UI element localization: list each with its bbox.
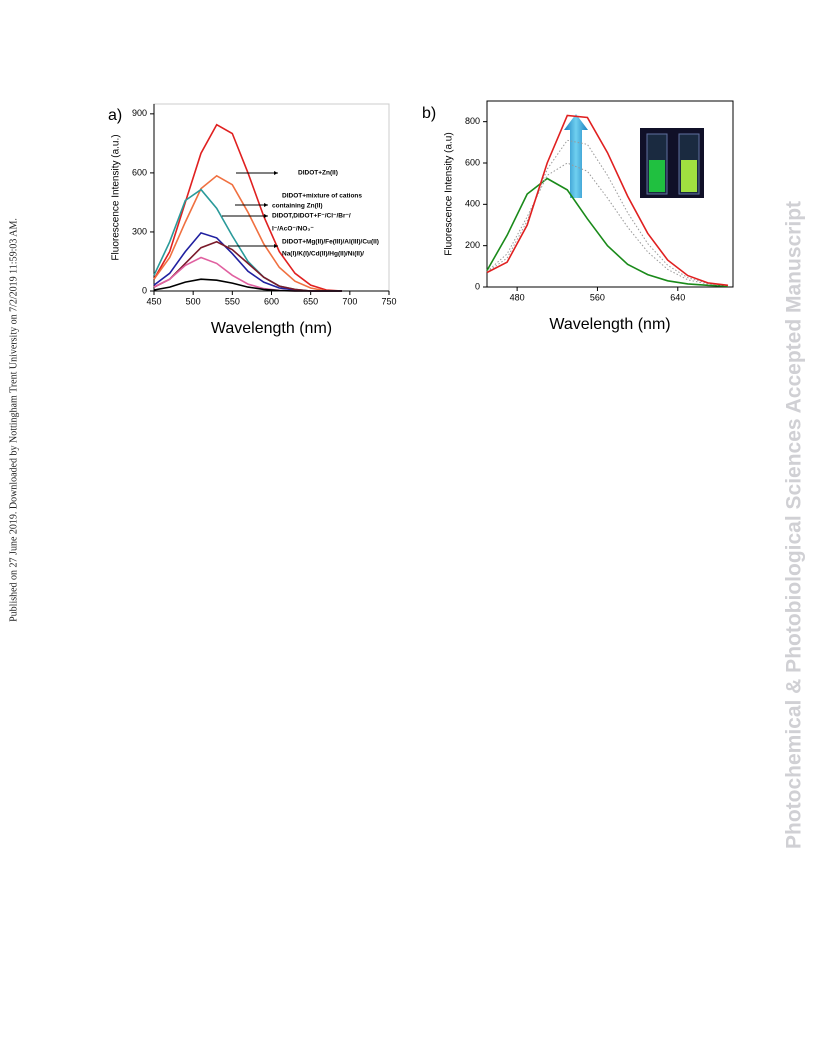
y-tick-label: 400 [465,199,480,209]
arrow-head [274,171,278,175]
x-tick-label: 500 [186,296,201,306]
x-tick-label: 650 [303,296,318,306]
x-tick-label: 550 [225,296,240,306]
x-tick-label: 750 [381,296,396,306]
annotation: DIDOT+Mg(II)/Fe(III)/Al(III)/Cu(II) [282,239,379,246]
x-tick-label: 480 [510,292,525,302]
annotation: containing Zn(II) [272,203,323,210]
cuvette-glow [649,160,665,192]
spectrum-line [486,177,729,287]
y-tick-label: 800 [465,116,480,126]
y-tick-label: 0 [475,281,480,291]
annotation: DIDOT,DIDOT+F⁻/Cl⁻/Br⁻/ [272,213,351,220]
y-axis-label: Fluorescence Intensity (a.u.) [111,134,122,260]
spectrum-line [153,174,342,292]
panel-label: a) [108,107,122,124]
x-tick-label: 640 [670,292,685,302]
plot-frame [486,100,734,288]
arrow-head [274,244,278,248]
x-tick-label: 600 [264,296,279,306]
annotation: DIDOT+Zn(II) [298,170,338,177]
x-axis-label: Wavelength (nm) [211,320,332,337]
y-tick-label: 300 [132,226,147,236]
side-note: Published on 27 June 2019. Downloaded by… [8,218,19,622]
cuvette-glow [681,160,697,192]
x-tick-label: 560 [590,292,605,302]
annotation: I⁻/AcO⁻/NO₃⁻ [272,226,314,233]
increase-arrow [564,114,588,198]
x-axis-label: Wavelength (nm) [549,316,670,333]
y-axis-label: Fluorescence Intensity (a.u) [444,132,455,255]
spectrum-line [486,114,729,287]
arrow-head [264,203,268,207]
arrow-head [264,214,268,218]
x-tick-label: 700 [342,296,357,306]
annotation: Na(I)/K(I)/Cd(II)/Hg(II)/Ni(II)/ [282,251,364,258]
y-tick-label: 600 [465,157,480,167]
y-tick-label: 900 [132,108,147,118]
x-tick-label: 450 [146,296,161,306]
y-tick-label: 0 [142,285,147,295]
y-tick-label: 600 [132,167,147,177]
y-tick-label: 200 [465,240,480,250]
spectrum-line [486,139,729,287]
spectrum-line [153,278,342,292]
spectrum-line [486,162,729,287]
annotation: DIDOT+mixture of cations [282,193,362,200]
watermark: Photochemical & Photobiological Sciences… [783,201,806,849]
panel-label: b) [422,105,436,122]
